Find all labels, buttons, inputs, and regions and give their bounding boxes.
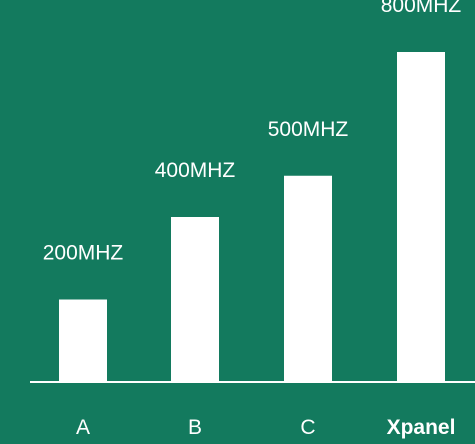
value-label-a: 200MHZ	[43, 242, 124, 265]
category-label-b: B	[188, 416, 202, 439]
bar-a	[59, 299, 107, 382]
bar-c	[284, 175, 332, 382]
value-label-xpanel: 800MHZ	[381, 0, 462, 17]
value-label-c: 500MHZ	[268, 118, 349, 141]
category-label-xpanel: Xpanel	[387, 416, 456, 439]
bars-layer	[59, 52, 445, 382]
category-labels-layer: A B C Xpanel	[76, 416, 455, 439]
category-label-a: A	[76, 416, 90, 439]
bar-xpanel	[397, 52, 445, 382]
category-label-c: C	[300, 416, 315, 439]
bar-b	[171, 217, 219, 382]
value-label-b: 400MHZ	[155, 159, 236, 182]
value-labels-layer: 200MHZ 400MHZ 500MHZ 800MHZ	[43, 0, 462, 265]
